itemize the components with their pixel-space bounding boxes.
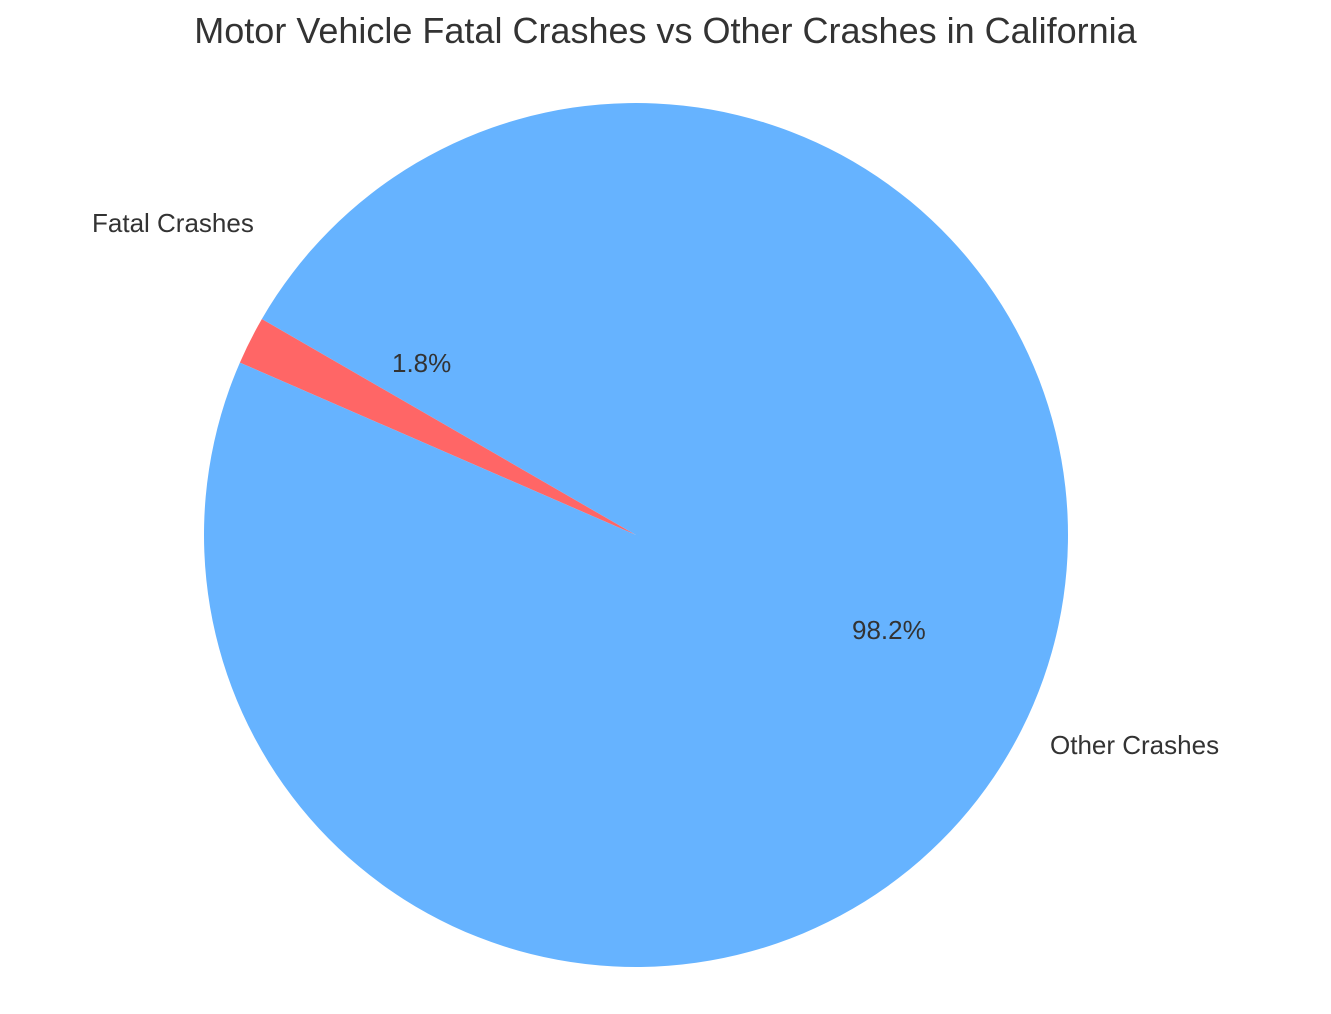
chart-container: Motor Vehicle Fatal Crashes vs Other Cra… <box>0 0 1331 1014</box>
pie-chart <box>0 0 1331 1014</box>
slice-label-fatal-crashes: Fatal Crashes <box>92 208 254 239</box>
slice-pct-other-crashes: 98.2% <box>852 615 926 646</box>
slice-pct-fatal-crashes: 1.8% <box>392 348 451 379</box>
slice-label-other-crashes: Other Crashes <box>1050 730 1219 761</box>
pie-slice <box>204 103 1068 967</box>
